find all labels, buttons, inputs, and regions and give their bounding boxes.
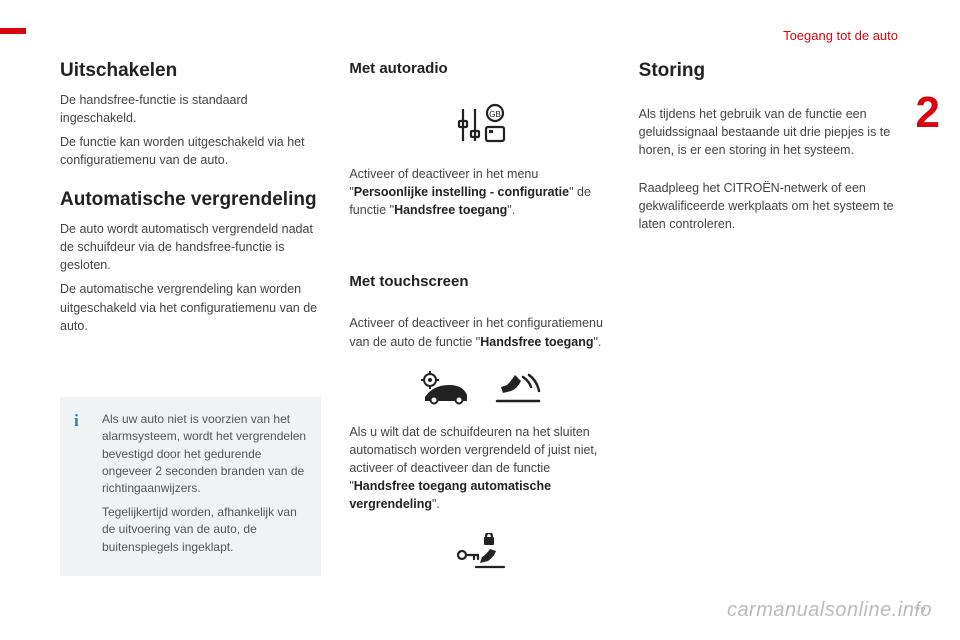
info-box: i Als uw auto niet is voorzien van het a… [60,397,321,576]
foot-kick-icon [495,371,541,405]
heading-storing: Storing [639,60,900,83]
red-stripe [0,28,26,34]
section-header: Toegang tot de auto [783,28,898,43]
radio-icon-row: GB [349,101,610,147]
watermark: carmanualsonline.info [727,599,932,622]
text-radio: Activeer of deactiveer in het menu "Pers… [349,165,610,219]
touch-icon-row-2 [349,533,610,569]
settings-sliders-icon: GB [453,101,507,147]
car-settings-icon [419,371,469,405]
heading-auto-vergrendeling: Automatische vergrendeling [60,189,321,212]
touch-icon-row-1 [349,371,610,405]
page-content: Uitschakelen De handsfree-functie is sta… [60,60,900,600]
info-icon: i [74,411,92,429]
text-touch1: Activeer of deactiveer in het configurat… [349,314,610,350]
text-storing2: Raadpleeg het CITROËN-netwerk of een gek… [639,179,900,233]
heading-touchscreen: Met touchscreen [349,273,610,290]
svg-text:GB: GB [489,110,501,119]
text-touch2: Als u wilt dat de schuifdeuren na het sl… [349,423,610,514]
column-1: Uitschakelen De handsfree-functie is sta… [60,60,321,600]
heading-uitschakelen: Uitschakelen [60,60,321,83]
text-auto1: De auto wordt automatisch vergrendeld na… [60,220,321,274]
text-uit2: De functie kan worden uitgeschakeld via … [60,133,321,169]
text-auto2: De automatische vergrendeling kan worden… [60,280,321,334]
text-uit1: De handsfree-functie is standaard ingesc… [60,91,321,127]
heading-autoradio: Met autoradio [349,60,610,77]
key-foot-lock-icon [454,533,506,569]
column-3: Storing Als tijdens het gebruik van de f… [639,60,900,600]
text-storing1: Als tijdens het gebruik van de functie e… [639,105,900,159]
chapter-number: 2 [916,88,940,138]
info-text-2: Tegelijkertijd worden, afhankelijk van d… [102,504,307,556]
column-2: Met autoradio GB Activeer of deactiveer … [349,60,610,600]
info-text-1: Als uw auto niet is voorzien van het ala… [102,411,307,498]
